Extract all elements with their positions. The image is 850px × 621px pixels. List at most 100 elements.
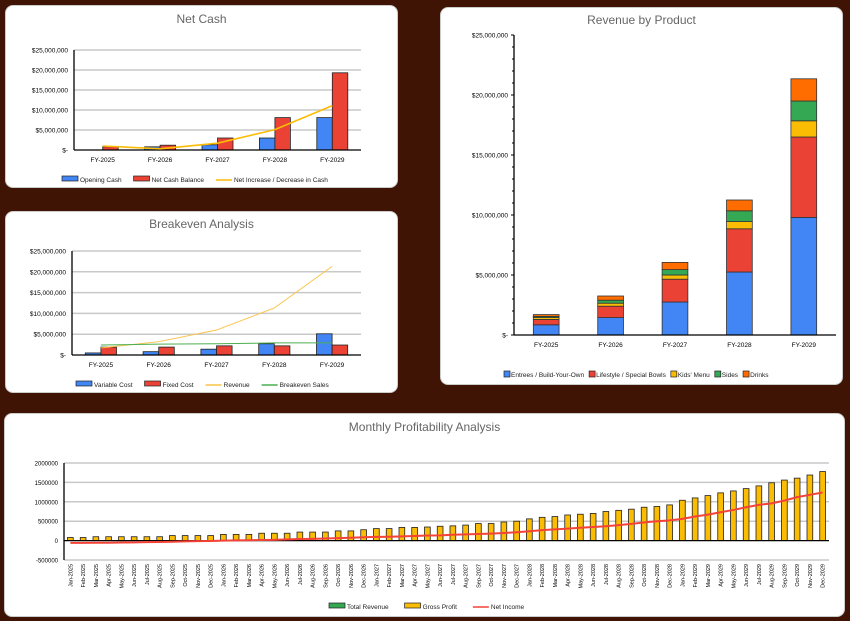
- x-tick-label: May-2026: [272, 564, 278, 588]
- bar: [742, 488, 750, 542]
- bar: [216, 345, 233, 356]
- legend-label: Sides: [722, 372, 739, 379]
- x-tick-label: Aug-2025: [158, 564, 164, 588]
- bar-segment: [790, 216, 818, 336]
- y-tick-label: 1000000: [35, 500, 59, 506]
- chart-title: Monthly Profitability Analysis: [348, 420, 501, 434]
- legend-swatch: [404, 602, 421, 609]
- bar-segment: [790, 78, 818, 102]
- bar: [316, 333, 333, 356]
- x-tick-label: FY-2028: [727, 342, 752, 349]
- bar: [259, 137, 276, 151]
- breakeven-panel: Breakeven Analysis $- $5,000,000 $10,000,0…: [5, 211, 398, 393]
- y-tick-label: 2000000: [35, 462, 59, 468]
- net-cash-panel: Net Cash $- $5,000,000 $10,000,000 $15,000,…: [5, 5, 398, 188]
- bar: [704, 495, 712, 542]
- x-tick-label: Jun-2026: [285, 564, 291, 587]
- bar-segment: [532, 314, 560, 317]
- bar: [436, 525, 444, 542]
- bar-segment: [790, 120, 818, 138]
- x-tick-label: FY-2025: [89, 362, 114, 369]
- bar-segment: [661, 269, 689, 276]
- bar-segment: [661, 274, 689, 280]
- y-tick-label: $-: [502, 333, 508, 340]
- bar: [806, 474, 814, 541]
- legend-swatch: [742, 370, 750, 378]
- series-line: [100, 342, 333, 346]
- x-tick-label: Apr-2025: [107, 564, 113, 587]
- bar-segment: [597, 302, 624, 307]
- bar-segment: [532, 324, 560, 336]
- legend-swatch: [503, 370, 511, 378]
- legend-label: Fixed Cost: [163, 382, 194, 389]
- legend-swatch: [670, 370, 678, 378]
- x-tick-label: Sep-2027: [476, 564, 482, 588]
- y-tick-label: $5,000,000: [475, 273, 508, 280]
- y-tick-label: 500000: [38, 520, 59, 526]
- bar: [334, 530, 342, 542]
- y-tick-label: $-: [60, 353, 66, 360]
- x-tick-label: Jul-2028: [604, 564, 610, 585]
- y-tick-label: -500000: [36, 559, 59, 565]
- y-tick-label: $25,000,000: [30, 249, 67, 256]
- bar: [755, 485, 763, 541]
- y-tick-label: 0: [55, 539, 59, 545]
- x-tick-label: Dec-2025: [209, 564, 215, 588]
- x-tick-label: Nov-2027: [502, 564, 508, 588]
- bar: [194, 535, 202, 541]
- bar: [331, 72, 349, 151]
- bar: [398, 527, 406, 541]
- bar-segment: [726, 221, 753, 230]
- y-tick-label: $-: [62, 148, 68, 155]
- x-tick-label: FY-2026: [148, 157, 173, 164]
- x-tick-label: FY-2029: [792, 342, 817, 349]
- legend-label: Revenue: [224, 382, 250, 389]
- net-cash-chart: $- $5,000,000 $10,000,000 $15,000,000 $20,00…: [32, 48, 361, 184]
- bar: [679, 499, 686, 542]
- x-tick-label: FY-2028: [263, 157, 288, 164]
- bar-segment: [597, 299, 624, 304]
- x-tick-label: Apr-2029: [719, 564, 725, 587]
- x-tick-label: Nov-2029: [808, 564, 814, 588]
- bar-segment: [597, 317, 624, 336]
- bar: [424, 526, 431, 541]
- x-tick-label: FY-2027: [663, 342, 688, 349]
- x-tick-label: May-2025: [119, 564, 125, 588]
- bar-segment: [597, 295, 624, 301]
- bar: [347, 530, 355, 542]
- breakeven-chart: $- $5,000,000 $10,000,000 $15,000,000 $20,00…: [30, 249, 361, 389]
- y-tick-label: $15,000,000: [30, 290, 67, 297]
- x-tick-label: Sep-2028: [629, 564, 635, 588]
- x-tick-label: FY-2029: [320, 362, 345, 369]
- legend-label: Opening Cash: [80, 177, 122, 184]
- bar-segment: [726, 210, 753, 223]
- x-tick-label: May-2028: [578, 564, 584, 588]
- x-tick-label: Mar-2026: [247, 564, 253, 588]
- x-tick-label: FY-2029: [320, 157, 345, 164]
- chart-title: Net Cash: [176, 12, 227, 26]
- y-tick-label: $20,000,000: [472, 93, 509, 100]
- bar: [819, 471, 826, 542]
- bar: [487, 523, 495, 542]
- bar: [373, 528, 380, 541]
- x-tick-label: Nov-2028: [655, 564, 661, 588]
- x-tick-label: FY-2026: [147, 362, 172, 369]
- x-tick-label: Aug-2027: [464, 564, 470, 588]
- bar: [475, 523, 482, 542]
- x-tick-label: Jun-2029: [744, 564, 750, 587]
- bar: [462, 524, 469, 542]
- x-tick-label: Sep-2026: [323, 564, 329, 588]
- x-tick-label: Mar-2025: [94, 564, 100, 588]
- bar: [331, 344, 349, 356]
- bar: [360, 529, 367, 542]
- bar: [385, 528, 393, 541]
- bar: [411, 527, 418, 541]
- legend-label: Net Income: [491, 604, 525, 611]
- x-tick-label: Apr-2027: [413, 564, 419, 587]
- monthly-profitability-panel: Monthly Profitability Analysis -500000 0 5…: [4, 413, 845, 617]
- bar: [201, 144, 218, 151]
- x-tick-label: Jun-2027: [438, 564, 444, 587]
- x-tick-label: Jun-2025: [132, 564, 138, 587]
- bar-segment: [661, 278, 689, 303]
- bar: [207, 535, 214, 541]
